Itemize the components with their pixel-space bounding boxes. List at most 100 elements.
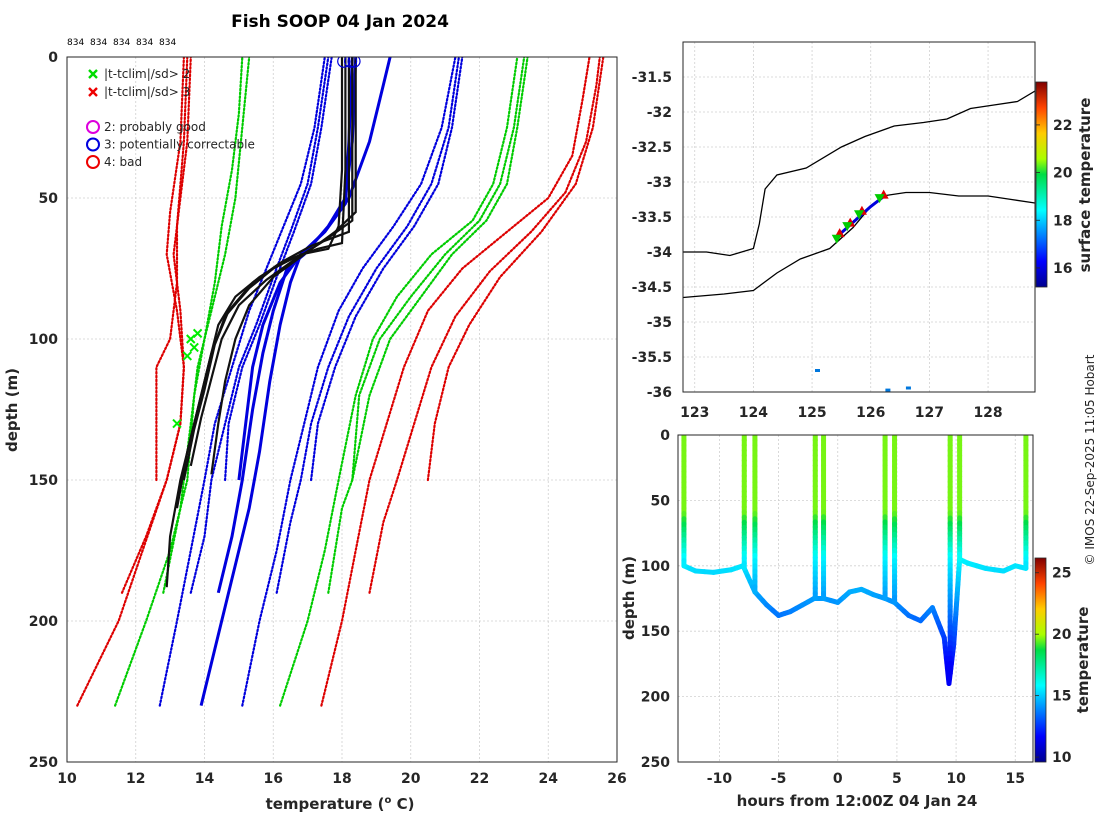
timeseries-y-label: depth (m) (620, 556, 638, 640)
map-y-tick: -34.5 (632, 280, 672, 296)
map-y-tick: -35 (647, 315, 672, 331)
outlier-cross (189, 342, 199, 353)
profile-x-tick: 24 (539, 771, 559, 787)
timeseries-x-tick: 10 (946, 771, 966, 787)
climatology-green-hi-3 (351, 57, 526, 482)
coastline-south (683, 191, 1035, 299)
flag-circle (337, 57, 351, 68)
climatology-red-hi-2 (368, 57, 601, 594)
timeseries-x-label: hours from 12:00Z 04 Jan 24 (737, 792, 978, 810)
climatology-blue-hi-2 (275, 57, 460, 594)
profile-y-tick: 150 (29, 473, 58, 489)
profile-x-tick: 16 (264, 771, 283, 787)
map-y-ticks: -31.5 -32 -32.5 -33 -33.5 -34 -34.5 -35 -35.5 -36 (632, 70, 673, 401)
climatology-green-hi-2 (327, 57, 529, 594)
header-id: 834 (136, 38, 153, 48)
legend-circle (86, 155, 100, 169)
credit-text: © IMOS 22-Sep-2025 11:05 Hobart (1083, 354, 1097, 565)
legend-label: |t-tclim|/sd> 2 (104, 67, 190, 81)
timeseries-x-tick: -10 (707, 771, 733, 787)
header-id: 834 (67, 38, 84, 48)
legend-label: |t-tclim|/sd> 3 (104, 85, 190, 99)
map-colorbar-tick: 22 (1053, 118, 1072, 134)
profile-x-tick: 10 (57, 771, 77, 787)
profile-axes-frame (66, 56, 618, 763)
map-blip (815, 369, 820, 372)
timeseries-x-tick: -5 (771, 771, 787, 787)
map-x-tick: 127 (915, 405, 944, 421)
map-x-tick: 123 (680, 405, 709, 421)
timeseries-x-tick: 0 (833, 771, 843, 787)
profile-x-tick: 26 (607, 771, 626, 787)
map-y-tick: -33 (647, 175, 672, 191)
profile-x-tick: 12 (126, 771, 145, 787)
figure-title: Fish SOOP 04 Jan 2024 (231, 12, 449, 32)
climatology-blue-lo-1 (158, 57, 326, 707)
profile-y-tick: 250 (29, 755, 58, 771)
profile-x-label: temperature (o C) (266, 795, 415, 813)
header-id: 834 (90, 38, 107, 48)
climatology-red-hi-3 (426, 57, 605, 482)
timeseries-colorbar-tick: 10 (1052, 750, 1072, 766)
header-id: 834 (113, 38, 130, 48)
map-colorbar (1035, 81, 1048, 288)
timeseries-colorbar-tick: 20 (1052, 627, 1072, 643)
climatology-blue-lo-3 (224, 57, 333, 482)
flag-circle (343, 57, 358, 68)
timeseries-colorbar-tick: 15 (1052, 689, 1071, 705)
map-y-tick: -31.5 (632, 70, 672, 86)
map-content (683, 90, 1035, 392)
profile-y-tick: 100 (29, 332, 58, 348)
map-y-tick: -35.5 (632, 350, 672, 366)
profile-black-5 (210, 57, 357, 475)
map-colorbar-label: surface temperature (1076, 98, 1094, 273)
climatology-blue-hi-3 (310, 57, 464, 482)
map-colorbar-tick: 16 (1053, 261, 1072, 277)
timeseries-x-ticks: -10 -5 0 5 10 15 (707, 771, 1025, 787)
coastline-north (683, 90, 1035, 257)
map-x-ticks: 123 124 125 126 127 128 (680, 405, 1003, 421)
legend-circle (86, 137, 100, 152)
map-down-marker (874, 194, 885, 204)
map-down-marker (842, 222, 853, 232)
timeseries-content (681, 435, 1029, 687)
timeseries-y-tick: 250 (641, 755, 670, 771)
legend-label: 3: potentially correctable (104, 138, 255, 152)
climatology-red-hi-1 (320, 57, 591, 707)
profile-y-tick: 200 (29, 614, 58, 630)
climatology-green-hi-1 (279, 57, 519, 707)
legend-cross (88, 87, 98, 97)
profile-black-4 (189, 57, 354, 467)
map-x-tick: 124 (739, 405, 768, 421)
map-blip (905, 386, 911, 390)
timeseries-colorbar-ticks: 10 15 20 25 (1035, 566, 1072, 766)
climatology-green-lo-2 (162, 57, 251, 594)
profile-y-ticks: 0 50 100 150 200 250 (29, 50, 58, 771)
map-x-tick: 128 (973, 405, 1002, 421)
climatology-red-lo-3 (155, 57, 189, 482)
map-down-marker (854, 210, 864, 220)
legend-label: 2: probably good (104, 120, 206, 134)
map-axes-frame (682, 41, 1036, 393)
profile-y-tick: 50 (39, 191, 59, 207)
map-x-tick: 125 (797, 405, 826, 421)
map-colorbar-tick: 20 (1053, 166, 1073, 182)
profile-x-tick: 14 (195, 771, 215, 787)
timeseries-grid (678, 435, 1033, 762)
measured-blue-obs-3 (237, 57, 354, 481)
flag-circle (347, 57, 361, 68)
timeseries-x-tick: 15 (1006, 771, 1025, 787)
profile-lines (76, 57, 605, 707)
map-grid (683, 42, 1035, 393)
climatology-blue-lo-2 (189, 57, 330, 594)
timeseries-y-tick: 0 (660, 428, 670, 444)
profile-x-tick: 18 (332, 771, 351, 787)
legend-cross (88, 69, 98, 79)
map-y-tick: -32 (647, 105, 672, 121)
map-x-tick: 126 (856, 405, 885, 421)
map-y-tick: -36 (647, 385, 672, 401)
outlier-cross (182, 351, 193, 361)
timeseries-colorbar-tick: 25 (1052, 566, 1071, 582)
profile-y-label: depth (m) (3, 368, 21, 452)
